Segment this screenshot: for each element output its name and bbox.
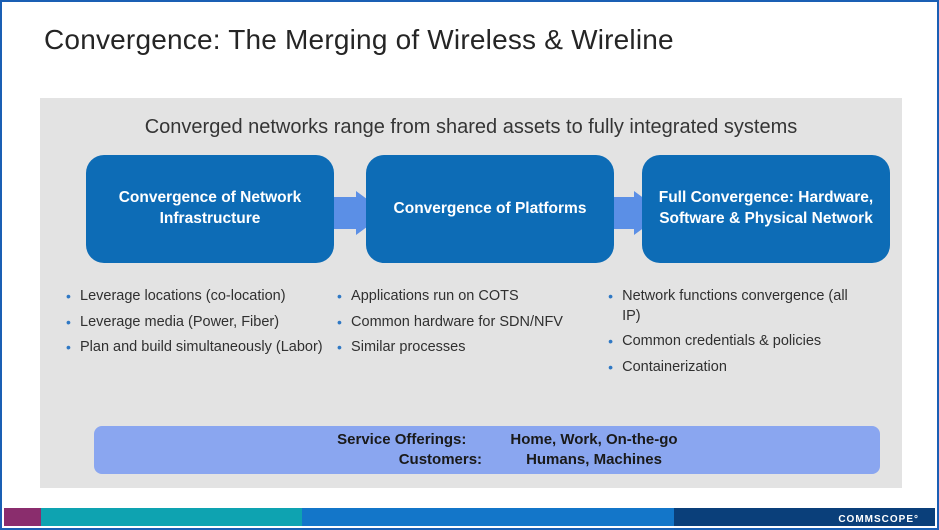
brandbar-segment xyxy=(41,508,302,526)
bullet-item: Similar processes xyxy=(335,338,594,358)
content-panel: Converged networks range from shared ass… xyxy=(40,98,902,488)
bullet-item: Leverage media (Power, Fiber) xyxy=(64,313,323,333)
panel-heading: Converged networks range from shared ass… xyxy=(64,116,878,139)
bullets-col-3: Network functions convergence (all IP) Co… xyxy=(606,287,877,383)
bullet-item: Common credentials & policies xyxy=(606,332,865,352)
stage-3-label: Full Convergence: Hardware, Software & P… xyxy=(658,188,874,230)
footer-row-1: Service Offerings: Home, Work, On-the-go xyxy=(296,430,677,450)
stage-2: Convergence of Platforms xyxy=(366,155,614,263)
footer-bar: Service Offerings: Home, Work, On-the-go… xyxy=(94,426,880,474)
stage-2-label: Convergence of Platforms xyxy=(394,199,587,220)
footer-label-1: Service Offerings: xyxy=(296,430,466,450)
stage-3: Full Convergence: Hardware, Software & P… xyxy=(642,155,890,263)
bullets-row: Leverage locations (co-location) Leverage… xyxy=(64,287,878,383)
bullet-item: Network functions convergence (all IP) xyxy=(606,287,865,326)
stage-1-label: Convergence of Network Infrastructure xyxy=(102,188,318,230)
bullet-item: Leverage locations (co-location) xyxy=(64,287,323,307)
footer-value-1: Home, Work, On-the-go xyxy=(510,430,677,450)
stage-1: Convergence of Network Infrastructure xyxy=(86,155,334,263)
bullet-item: Containerization xyxy=(606,358,865,378)
commscope-logo: COMMSCOPE° xyxy=(838,514,919,525)
bullet-item: Common hardware for SDN/NFV xyxy=(335,313,594,333)
bullets-list-2: Applications run on COTS Common hardware … xyxy=(335,287,594,358)
brandbar-segment xyxy=(302,508,674,526)
slide: Convergence: The Merging of Wireless & W… xyxy=(0,0,939,530)
footer-label-2: Customers: xyxy=(312,450,482,470)
bullet-item: Plan and build simultaneously (Labor) xyxy=(64,338,323,358)
flow-diagram: Convergence of Network Infrastructure Co… xyxy=(64,155,878,273)
footer-value-2: Humans, Machines xyxy=(526,450,662,470)
brand-bar xyxy=(4,508,935,526)
brandbar-segment xyxy=(4,508,41,526)
bullets-list-3: Network functions convergence (all IP) Co… xyxy=(606,287,865,377)
bullets-list-1: Leverage locations (co-location) Leverage… xyxy=(64,287,323,358)
footer-row-2: Customers: Humans, Machines xyxy=(312,450,662,470)
bullet-item: Applications run on COTS xyxy=(335,287,594,307)
bullets-col-2: Applications run on COTS Common hardware … xyxy=(335,287,606,383)
bullets-col-1: Leverage locations (co-location) Leverage… xyxy=(64,287,335,383)
slide-title: Convergence: The Merging of Wireless & W… xyxy=(44,24,674,56)
